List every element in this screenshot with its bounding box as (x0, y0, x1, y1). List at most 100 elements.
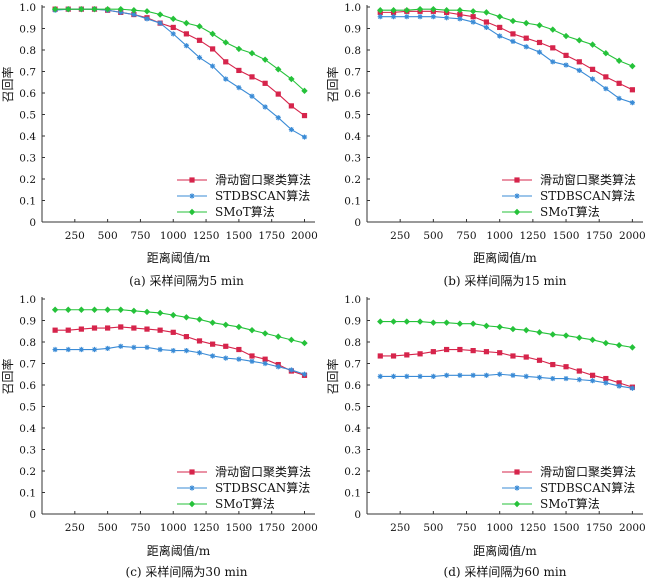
x-tick-label: 2000 (291, 230, 318, 242)
data-point (157, 20, 163, 26)
x-tick-label: 1750 (586, 230, 613, 242)
y-tick-label: 1.0 (19, 294, 36, 306)
y-tick-label: 0.8 (344, 337, 361, 349)
y-axis-label: 召回率 (325, 66, 340, 102)
data-point (118, 343, 124, 349)
data-point (550, 45, 556, 51)
x-axis-label: 距离阈值/m (473, 250, 537, 265)
x-tick-label: 2000 (619, 230, 646, 242)
data-point (470, 372, 476, 378)
data-point (157, 327, 163, 333)
y-tick-label: 1.0 (344, 294, 361, 306)
legend-marker (189, 193, 195, 199)
data-point (288, 336, 295, 344)
y-tick-label: 0.1 (344, 195, 361, 207)
data-point (390, 318, 397, 325)
data-point (563, 375, 569, 382)
legend-marker (189, 485, 195, 491)
data-point (483, 19, 490, 25)
data-point (183, 314, 190, 321)
data-point (562, 332, 570, 339)
y-tick-label: 0.1 (19, 195, 36, 207)
panel-caption: (d) 采样间隔为60 min (444, 564, 567, 579)
series-line (380, 10, 633, 91)
series-line (380, 16, 633, 104)
data-point (457, 16, 463, 22)
x-tick-label: 1250 (519, 522, 546, 534)
data-point (510, 31, 516, 37)
legend-marker (514, 177, 520, 183)
data-point (602, 50, 610, 57)
y-tick-label: 0.6 (19, 88, 36, 100)
legend-item: 滑动窗口聚类算法 (177, 172, 311, 187)
data-point (496, 13, 503, 20)
data-point (275, 364, 281, 370)
data-point (170, 311, 177, 319)
data-point (261, 56, 269, 63)
y-tick-label: 0.7 (19, 358, 36, 370)
series-1 (377, 346, 635, 390)
data-point (457, 372, 463, 378)
data-point (549, 26, 556, 33)
legend-label: STDBSCAN算法 (215, 188, 310, 203)
data-point (248, 50, 256, 57)
series-1 (377, 8, 635, 93)
data-point (563, 62, 569, 68)
data-point (416, 318, 424, 325)
legend-label: SMoT算法 (215, 204, 275, 219)
data-point (430, 349, 436, 355)
data-point (603, 86, 609, 92)
data-point (222, 321, 229, 328)
data-point (170, 24, 176, 31)
legend-item: 滑动窗口聚类算法 (177, 464, 311, 479)
data-point (183, 334, 189, 340)
data-point (249, 358, 255, 364)
data-point (196, 350, 203, 356)
data-point (456, 7, 464, 14)
data-point (78, 326, 84, 332)
legend-marker (514, 469, 520, 475)
data-point (78, 346, 84, 353)
data-point (183, 348, 189, 354)
data-point (377, 14, 383, 20)
data-point (209, 319, 216, 326)
legend-marker (189, 177, 195, 183)
data-point (589, 66, 596, 72)
data-point (430, 373, 436, 379)
data-point (183, 43, 189, 49)
series-2 (377, 14, 635, 106)
data-point (469, 8, 477, 15)
data-point (550, 361, 556, 368)
series-2 (377, 371, 635, 391)
data-point (183, 31, 189, 37)
data-point (51, 306, 59, 313)
data-point (550, 375, 556, 382)
data-point (629, 344, 636, 351)
data-point (65, 5, 72, 13)
data-point (117, 5, 124, 13)
data-point (576, 368, 582, 374)
data-point (196, 316, 203, 323)
data-point (390, 7, 397, 14)
y-tick-label: 0.6 (344, 380, 361, 392)
data-point (483, 349, 490, 355)
data-point (262, 360, 268, 367)
data-point (403, 7, 411, 14)
data-point (183, 19, 190, 27)
x-tick-label: 1250 (193, 230, 220, 242)
series-2 (52, 343, 308, 377)
y-tick-label: 0 (29, 509, 36, 521)
data-point (104, 5, 111, 13)
data-point (301, 339, 308, 347)
data-point (301, 134, 308, 140)
data-point (91, 346, 98, 353)
legend-marker (513, 500, 521, 508)
data-point (210, 353, 216, 359)
x-tick-label: 250 (390, 230, 410, 242)
data-point (209, 30, 216, 38)
legend-item: 滑动窗口聚类算法 (502, 172, 636, 187)
y-tick-label: 0.8 (344, 45, 361, 57)
legend-marker (514, 193, 520, 199)
y-tick-label: 0 (354, 509, 361, 521)
data-point (589, 336, 596, 344)
